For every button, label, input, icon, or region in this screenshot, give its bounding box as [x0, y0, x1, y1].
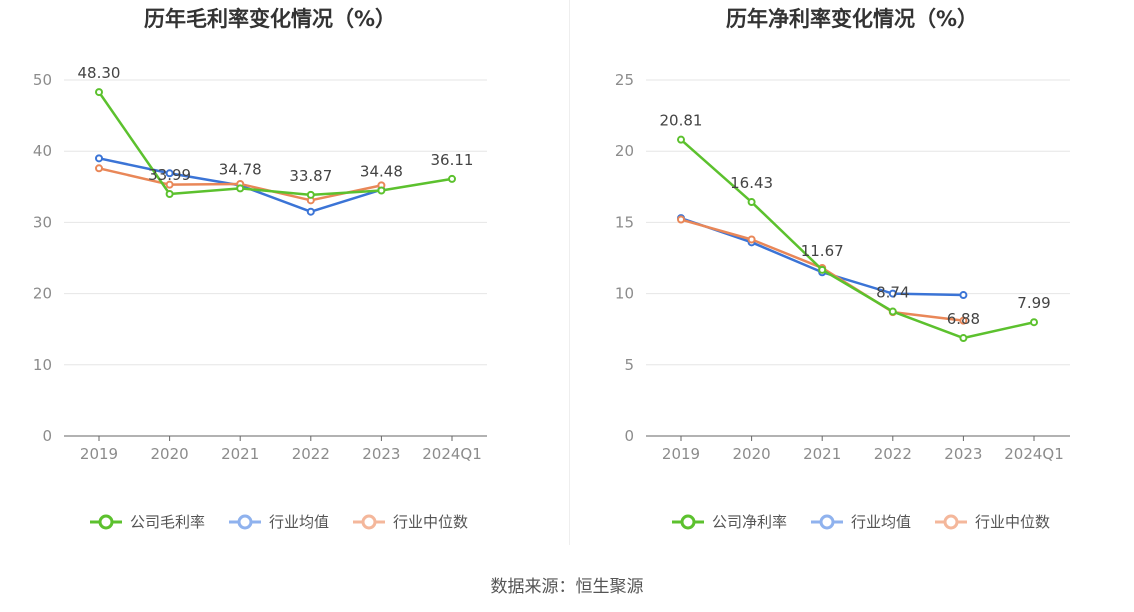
c1-xtick-2022: 2022 — [292, 445, 330, 463]
c2-ytick-20: 20 — [615, 142, 634, 160]
c2-point-company-3 — [888, 307, 897, 316]
c1-ytick-30: 30 — [33, 213, 52, 231]
c1-xtick-2020: 2020 — [151, 445, 189, 463]
c1-xtick-2024Q1: 2024Q1 — [422, 445, 482, 463]
c1-point-industry_avg-1 — [165, 169, 174, 178]
c2-data-label-1: 16.43 — [730, 174, 773, 192]
c1-ytick-50: 50 — [33, 71, 52, 89]
c1-point-industry_median-1 — [165, 180, 174, 189]
c1-legend-label-company: 公司毛利率 — [130, 513, 205, 531]
c1-data-label-5: 36.11 — [431, 151, 474, 169]
c2-point-industry_median-1 — [747, 235, 756, 244]
c2-point-industry_median-4 — [959, 316, 968, 325]
c1-xtick-2019: 2019 — [80, 445, 118, 463]
c1-data-label-1: 33.99 — [148, 166, 191, 184]
c2-xtick-2022: 2022 — [874, 445, 912, 463]
c1-ytick-0: 0 — [42, 427, 52, 445]
c2-xtick-2020: 2020 — [733, 445, 771, 463]
c2-point-company-4 — [959, 334, 968, 343]
c2-point-company-2 — [818, 265, 827, 274]
c2-point-company-0 — [677, 135, 685, 144]
c1-title: 历年毛利率变化情况（%） — [144, 7, 396, 31]
c1-legend-marker-industry_avg — [237, 514, 253, 530]
c2-legend-label-industry_median: 行业中位数 — [975, 513, 1050, 531]
c2-ytick-10: 10 — [615, 285, 634, 303]
c2-series-line-company — [680, 138, 1035, 340]
c2-legend-label-industry_avg: 行业均值 — [851, 513, 911, 531]
c1-legend-marker-industry_median — [361, 514, 377, 530]
c1-data-label-0: 48.30 — [78, 64, 121, 82]
c2-data-label-3: 8.74 — [876, 284, 909, 302]
c1-point-industry_avg-0 — [95, 154, 103, 163]
c2-point-company-5 — [1030, 318, 1038, 327]
c1-ytick-10: 10 — [33, 356, 52, 374]
c2-xtick-2021: 2021 — [803, 445, 841, 463]
c1-legend-label-industry_avg: 行业均值 — [269, 513, 329, 531]
panel-divider — [569, 0, 570, 545]
c1-point-company-1 — [165, 189, 174, 198]
c2-legend-label-company: 公司净利率 — [712, 513, 787, 531]
c1-point-industry_avg-3 — [306, 207, 315, 216]
c1-xtick-2021: 2021 — [221, 445, 259, 463]
c1-data-label-2: 34.78 — [219, 160, 262, 178]
c1-legend-marker-company — [98, 514, 114, 530]
c2-data-label-5: 7.99 — [1017, 294, 1050, 312]
c1-point-company-4 — [377, 186, 386, 195]
data-source: 数据来源：恒生聚源 — [490, 577, 644, 597]
c2-xtick-2019: 2019 — [662, 445, 700, 463]
c2-xtick-2024Q1: 2024Q1 — [1004, 445, 1064, 463]
c2-point-company-1 — [747, 198, 756, 207]
c2-point-industry_avg-3 — [888, 289, 897, 298]
c1-point-company-0 — [95, 88, 103, 97]
c2-data-label-2: 11.67 — [801, 242, 844, 260]
c2-data-label-0: 20.81 — [660, 112, 703, 130]
c1-data-label-4: 34.48 — [360, 163, 403, 181]
c2-data-label-4: 6.88 — [947, 310, 980, 328]
c2-title: 历年净利率变化情况（%） — [726, 7, 978, 31]
c1-series-line-company — [97, 91, 453, 197]
c2-xtick-2023: 2023 — [944, 445, 982, 463]
c1-ytick-20: 20 — [33, 285, 52, 303]
c2-ytick-15: 15 — [615, 213, 634, 231]
c2-ytick-25: 25 — [615, 71, 634, 89]
c2-ytick-0: 0 — [624, 427, 634, 445]
c2-point-industry_avg-4 — [959, 291, 968, 300]
c1-xtick-2023: 2023 — [362, 445, 400, 463]
c2-legend-marker-company — [680, 514, 696, 530]
c1-point-industry_median-0 — [95, 164, 103, 173]
c2-legend-marker-industry_avg — [819, 514, 835, 530]
c1-data-label-3: 33.87 — [289, 167, 332, 185]
c2-legend-marker-industry_median — [943, 514, 959, 530]
c2-ytick-5: 5 — [624, 356, 634, 374]
c1-ytick-40: 40 — [33, 142, 52, 160]
c1-point-company-5 — [448, 174, 456, 183]
c1-point-company-2 — [236, 184, 245, 193]
c2-point-industry_median-0 — [677, 215, 685, 224]
c1-point-company-3 — [306, 190, 315, 199]
c1-legend-label-industry_median: 行业中位数 — [393, 513, 468, 531]
